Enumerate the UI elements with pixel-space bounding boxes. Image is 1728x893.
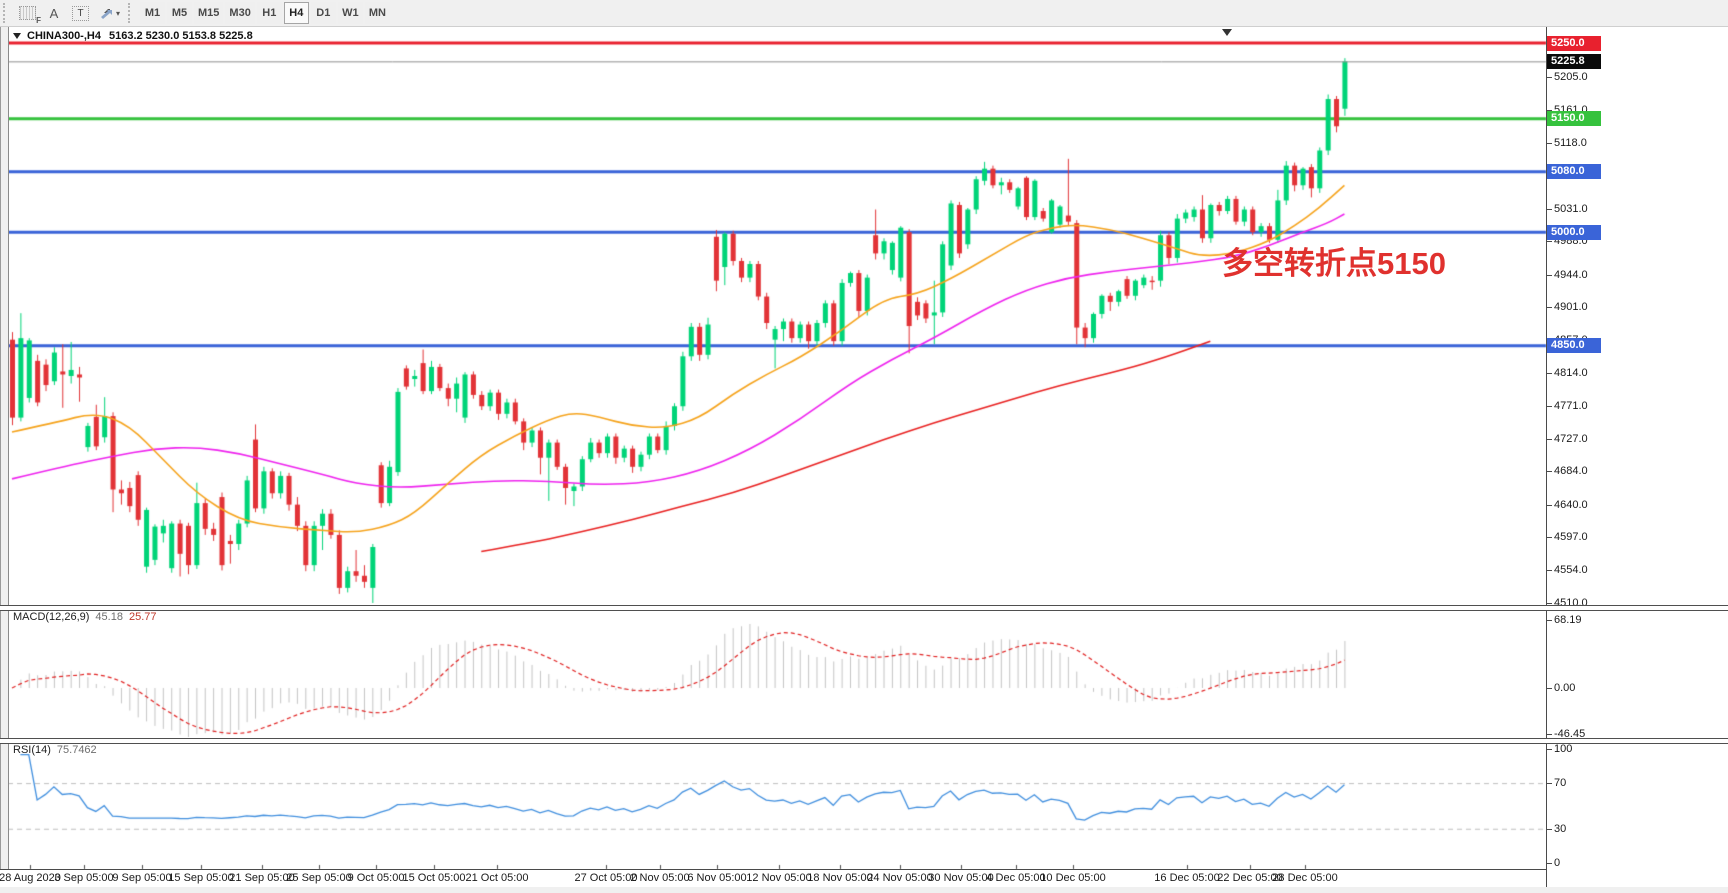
macd-signal-value: 25.77 bbox=[128, 611, 157, 623]
date-label: 9 Oct 05:00 bbox=[347, 872, 405, 884]
price-line-badge: 5150.0 bbox=[1547, 111, 1601, 127]
chart-shift-marker-icon[interactable] bbox=[1222, 29, 1232, 36]
date-label: 18 Nov 05:00 bbox=[807, 872, 873, 884]
date-label: 2 Nov 05:00 bbox=[630, 872, 690, 884]
date-label: 28 Dec 05:00 bbox=[1272, 872, 1338, 884]
price-tick-label: 5205.0 bbox=[1547, 71, 1588, 84]
timeframe-button-m15[interactable]: M15 bbox=[194, 2, 224, 24]
label-tool-button[interactable]: T bbox=[68, 2, 93, 24]
toolbar-grip[interactable] bbox=[3, 3, 10, 23]
date-label: 15 Oct 05:00 bbox=[402, 872, 466, 884]
price-tick-label: 4684.0 bbox=[1547, 465, 1588, 478]
arrows-icon bbox=[101, 8, 112, 19]
macd-pane-splitter[interactable] bbox=[0, 605, 1728, 611]
timeframe-button-h1[interactable]: H1 bbox=[256, 2, 282, 24]
price-line-badge: 5080.0 bbox=[1547, 164, 1601, 180]
date-label: 21 Sep 05:00 bbox=[229, 872, 295, 884]
price-tick-label: 4640.0 bbox=[1547, 498, 1588, 511]
arrows-tool-button[interactable]: ▾ bbox=[95, 2, 124, 24]
price-tick-label: 4814.0 bbox=[1547, 366, 1588, 379]
ohlc-quote-label: 5163.2 5230.0 5153.8 5225.8 bbox=[108, 30, 253, 42]
macd-tick-label: 68.19 bbox=[1547, 614, 1582, 626]
date-label: 6 Nov 05:00 bbox=[687, 872, 747, 884]
rsi-tick-label: 0 bbox=[1546, 857, 1561, 869]
timeframe-button-m5[interactable]: M5 bbox=[167, 2, 193, 24]
window-bottom-strip bbox=[0, 887, 1728, 893]
label-tool-icon: T bbox=[72, 5, 89, 21]
price-axis-column[interactable] bbox=[1546, 26, 1728, 887]
rsi-tick-label: 30 bbox=[1546, 822, 1567, 835]
date-label: 22 Dec 05:00 bbox=[1217, 872, 1283, 884]
timeframe-button-h4[interactable]: H4 bbox=[283, 2, 309, 24]
macd-main-value: 45.18 bbox=[95, 611, 123, 623]
macd-tick-label: 0.00 bbox=[1546, 682, 1576, 694]
date-label: 28 Aug 2020 bbox=[0, 872, 61, 884]
rsi-pane-splitter[interactable] bbox=[0, 738, 1728, 744]
time-axis[interactable] bbox=[0, 870, 1546, 887]
toolbar-grip[interactable] bbox=[128, 3, 135, 23]
price-line-badge: 5000.0 bbox=[1547, 224, 1601, 240]
timeframe-button-m1[interactable]: M1 bbox=[140, 2, 166, 24]
date-label: 21 Oct 05:00 bbox=[465, 872, 529, 884]
macd-label: MACD(12,26,9) 45.18 25.77 bbox=[13, 611, 156, 623]
timeframe-button-mn[interactable]: MN bbox=[364, 2, 390, 24]
rsi-tick-label: 100 bbox=[1546, 742, 1573, 755]
time-axis-border bbox=[0, 869, 1547, 870]
rsi-name: RSI(14) bbox=[13, 744, 51, 756]
toolbar: F A T ▾ M1 M5 M15 M30 H1 H4 D1 W1 MN bbox=[0, 0, 1728, 27]
price-tick-label: 4771.0 bbox=[1547, 399, 1588, 412]
chart-left-frame bbox=[0, 26, 9, 887]
timeframe-button-d1[interactable]: D1 bbox=[310, 2, 336, 24]
date-label: 3 Sep 05:00 bbox=[54, 872, 114, 884]
price-line-badge: 5250.0 bbox=[1547, 35, 1601, 51]
fibonacci-grid-icon: F bbox=[19, 6, 41, 25]
macd-name: MACD(12,26,9) bbox=[13, 611, 90, 623]
date-label: 9 Sep 05:00 bbox=[112, 872, 172, 884]
price-tick-label: 4727.0 bbox=[1547, 432, 1588, 445]
chart-title: CHINA300-,H4 5163.2 5230.0 5153.8 5225.8 bbox=[13, 30, 253, 42]
symbol-dropdown-icon[interactable] bbox=[13, 33, 21, 39]
price-tick-label: 4901.0 bbox=[1547, 301, 1588, 314]
date-label: 27 Oct 05:00 bbox=[574, 872, 638, 884]
date-label: 12 Nov 05:00 bbox=[746, 872, 812, 884]
date-label: 25 Sep 05:00 bbox=[286, 872, 352, 884]
price-tick-label: 5118.0 bbox=[1547, 136, 1587, 149]
timeframe-button-m30[interactable]: M30 bbox=[225, 2, 255, 24]
arrows-caret-icon: ▾ bbox=[116, 8, 121, 18]
timeframe-button-w1[interactable]: W1 bbox=[337, 2, 363, 24]
date-label: 16 Dec 05:00 bbox=[1154, 872, 1220, 884]
fibonacci-tool-button[interactable]: F bbox=[15, 2, 41, 25]
text-tool-icon: A bbox=[49, 5, 59, 21]
text-tool-button[interactable]: A bbox=[42, 2, 66, 24]
price-tick-label: 4554.0 bbox=[1547, 563, 1588, 576]
timeframe-buttons: M1 M5 M15 M30 H1 H4 D1 W1 MN bbox=[139, 2, 391, 24]
rsi-tick-label: 70 bbox=[1546, 777, 1567, 790]
date-label: 30 Nov 05:00 bbox=[928, 872, 994, 884]
macd-tick-label: -46.45 bbox=[1546, 728, 1586, 741]
price-tick-label: 4597.0 bbox=[1547, 531, 1588, 544]
price-tick-label: 5031.0 bbox=[1547, 202, 1588, 215]
date-label: 15 Sep 05:00 bbox=[168, 872, 234, 884]
date-label: 4 Dec 05:00 bbox=[986, 872, 1046, 884]
chart-annotation-text[interactable]: 多空转折点5150 bbox=[1222, 246, 1446, 281]
rsi-value: 75.7462 bbox=[56, 744, 97, 756]
price-tick-label: 4944.0 bbox=[1547, 268, 1588, 281]
symbol-label: CHINA300-,H4 bbox=[27, 30, 101, 42]
date-label: 10 Dec 05:00 bbox=[1040, 872, 1106, 884]
price-line-badge: 5225.8 bbox=[1547, 53, 1601, 69]
price-line-badge: 4850.0 bbox=[1547, 338, 1601, 354]
date-label: 24 Nov 05:00 bbox=[867, 872, 933, 884]
rsi-label: RSI(14) 75.7462 bbox=[13, 744, 97, 756]
